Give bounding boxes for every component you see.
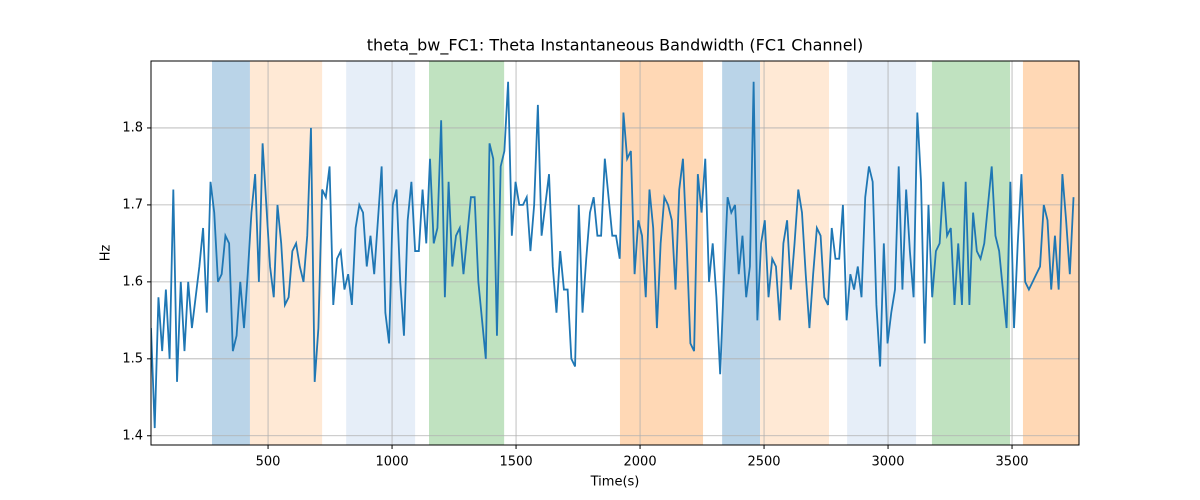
x-tick-label: 3500 [995, 455, 1028, 470]
x-tick-label: 2000 [624, 455, 657, 470]
shaded-span [249, 61, 323, 445]
y-axis-label: Hz [99, 245, 114, 262]
x-tick-label: 500 [256, 455, 281, 470]
x-tick-label: 2500 [747, 455, 780, 470]
y-tick-label: 1.7 [122, 197, 143, 212]
y-tick-label: 1.4 [122, 428, 143, 443]
chart-title: theta_bw_FC1: Theta Instantaneous Bandwi… [367, 36, 863, 56]
plot-frame [150, 60, 1080, 446]
shaded-span [1022, 61, 1079, 445]
x-tick-label: 1500 [500, 455, 533, 470]
data-line [151, 81, 1075, 429]
shaded-span [346, 61, 416, 445]
shaded-span [212, 61, 250, 445]
x-tick-label: 1000 [376, 455, 409, 470]
y-tick-label: 1.6 [122, 274, 143, 289]
y-tick-label: 1.5 [122, 351, 143, 366]
shaded-span [619, 61, 704, 445]
shaded-span [847, 61, 917, 445]
x-axis-label: Time(s) [590, 475, 640, 490]
y-tick-label: 1.8 [122, 120, 143, 135]
x-tick-label: 3000 [871, 455, 904, 470]
shaded-span [429, 61, 505, 445]
